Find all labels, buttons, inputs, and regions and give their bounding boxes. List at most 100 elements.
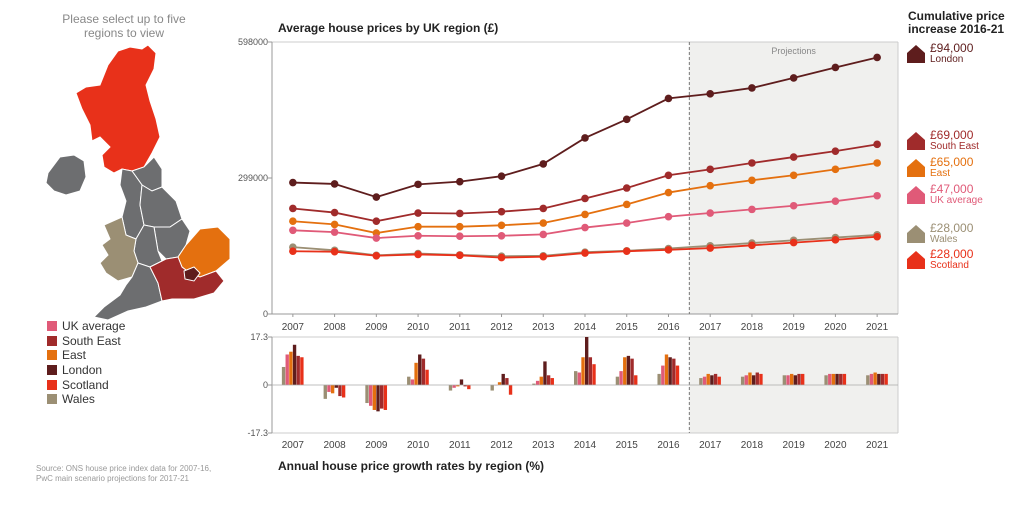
growth-bar [793, 375, 798, 385]
x-tick-label: 2018 [741, 322, 764, 333]
data-point [581, 249, 589, 257]
growth-bar [581, 357, 585, 385]
data-point [789, 171, 798, 180]
growth-bar [884, 373, 888, 385]
data-point [831, 236, 840, 244]
legend-label: East [62, 348, 87, 363]
legend-item[interactable]: London [47, 363, 125, 378]
data-point [831, 197, 840, 205]
growth-bar [459, 379, 464, 385]
growth-bar [839, 373, 843, 385]
growth-bar [365, 385, 369, 404]
growth-bar [869, 373, 874, 385]
growth-bar [717, 376, 721, 385]
growth-bar [456, 385, 460, 387]
data-point [581, 134, 589, 142]
growth-bar [505, 378, 509, 385]
data-point [372, 251, 381, 260]
data-point [456, 251, 464, 260]
growth-bar [744, 375, 748, 385]
data-point [330, 180, 339, 188]
data-point [289, 178, 297, 187]
data-point [831, 165, 840, 174]
growth-bar [421, 358, 426, 385]
bar-x-tick-label: 2019 [783, 440, 806, 451]
growth-bar [376, 385, 380, 412]
data-point [372, 193, 381, 201]
data-point [622, 115, 631, 124]
growth-bar [501, 373, 505, 385]
data-point [873, 140, 881, 149]
data-point [789, 74, 798, 82]
data-point [706, 244, 714, 252]
data-point [748, 176, 756, 185]
data-point [330, 220, 339, 229]
house-icon [907, 45, 925, 63]
growth-bar [706, 373, 710, 385]
uk-region-map[interactable] [30, 45, 250, 320]
data-point [873, 159, 881, 167]
region-legend: UK average South East East London Scotland Wa… [47, 319, 125, 407]
growth-bar [508, 385, 513, 395]
growth-bar [414, 362, 418, 385]
growth-bar [380, 385, 384, 409]
data-point [372, 217, 381, 226]
data-point [789, 201, 798, 210]
cumulative-region: South East [930, 141, 979, 152]
growth-bar [751, 375, 756, 385]
house-icon [907, 251, 925, 269]
x-tick-label: 2017 [699, 322, 722, 333]
house-icon [907, 132, 925, 150]
growth-bar [341, 385, 346, 398]
legend-label: Wales [62, 392, 95, 407]
legend-item[interactable]: Wales [47, 392, 125, 407]
cumulative-value: £47,000 [930, 182, 974, 196]
growth-bar [532, 383, 536, 385]
data-point [497, 172, 506, 180]
data-point [622, 184, 631, 192]
legend-item[interactable]: South East [47, 334, 125, 349]
data-point [873, 191, 881, 200]
data-point [664, 94, 673, 103]
data-point [414, 222, 422, 231]
growth-bar [300, 357, 304, 385]
data-point [831, 147, 840, 155]
growth-bar [383, 385, 388, 410]
growth-bar [873, 372, 877, 385]
legend-item[interactable]: Scotland [47, 377, 125, 392]
data-point [706, 209, 714, 217]
bar-x-tick-label: 2021 [866, 440, 889, 451]
growth-bar [755, 372, 759, 385]
growth-bar [323, 385, 327, 399]
growth-bar [672, 358, 676, 385]
growth-bar [623, 357, 627, 385]
data-point [456, 232, 464, 241]
data-point [539, 219, 548, 227]
growth-bar [296, 355, 300, 385]
map-instruction: Please select up to five regions to view [62, 12, 186, 40]
map-region-northern-ireland[interactable] [45, 154, 87, 196]
legend-item[interactable]: East [47, 348, 125, 363]
legend-swatch [47, 335, 57, 346]
data-point [581, 223, 589, 232]
growth-bar [281, 366, 286, 385]
data-point [456, 222, 464, 231]
data-point [414, 180, 422, 189]
map-region-wales[interactable] [99, 216, 139, 282]
data-point [414, 250, 422, 259]
cumulative-title: Cumulative price increase 2016-21 [908, 9, 1005, 36]
cumulative-value: £94,000 [930, 41, 974, 55]
growth-bar [425, 369, 429, 385]
x-tick-label: 2010 [407, 322, 430, 333]
growth-bar [588, 357, 593, 385]
bar-x-tick-label: 2010 [407, 440, 430, 451]
data-point [664, 246, 673, 254]
bar-x-tick-label: 2013 [532, 440, 555, 451]
growth-bar [657, 373, 661, 385]
data-point [622, 247, 631, 256]
data-point [497, 231, 506, 240]
legend-item[interactable]: UK average [47, 319, 125, 334]
data-point [664, 212, 673, 221]
map-region-london[interactable] [183, 266, 201, 282]
growth-bar [880, 373, 885, 385]
